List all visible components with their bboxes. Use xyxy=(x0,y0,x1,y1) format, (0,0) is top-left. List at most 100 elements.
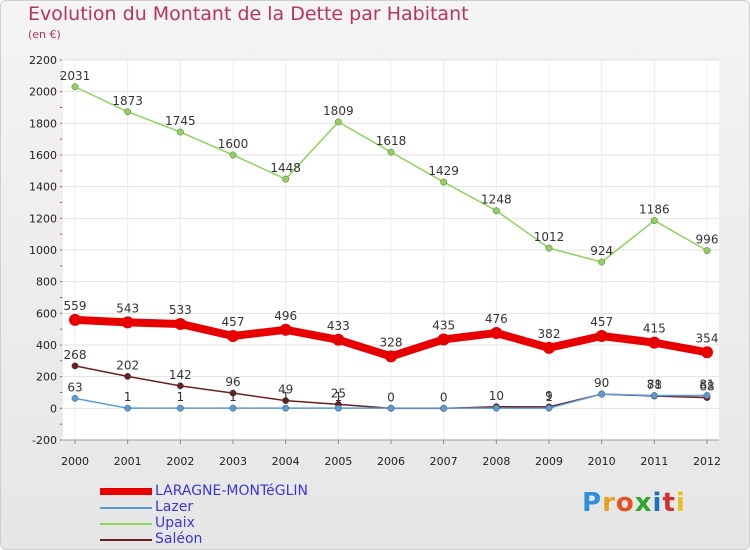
data-label: 1618 xyxy=(376,134,407,148)
data-label: 96 xyxy=(225,375,240,389)
data-point xyxy=(437,333,450,346)
data-label: 476 xyxy=(485,312,508,326)
y-tick-label: -200 xyxy=(32,434,57,447)
data-point xyxy=(650,217,658,224)
data-point xyxy=(543,341,555,354)
x-tick-label: 2006 xyxy=(377,455,405,468)
data-point xyxy=(229,404,237,412)
data-point xyxy=(701,346,713,359)
logo-letter: i xyxy=(652,488,663,518)
data-point xyxy=(703,247,711,255)
data-point xyxy=(440,404,448,412)
data-label: 1 xyxy=(177,390,185,404)
data-point xyxy=(124,372,132,380)
data-label: 142 xyxy=(169,368,192,382)
data-label: 1012 xyxy=(534,230,565,244)
data-label: 457 xyxy=(590,315,613,329)
data-label: 1745 xyxy=(165,114,196,128)
logo-letter: P xyxy=(582,488,603,518)
data-label: 457 xyxy=(222,315,245,329)
x-tick-label: 2003 xyxy=(219,455,247,468)
data-point xyxy=(71,394,79,402)
data-point xyxy=(703,392,711,399)
data-point xyxy=(598,390,606,398)
data-point xyxy=(598,258,606,266)
data-point xyxy=(387,148,395,156)
data-label: 1809 xyxy=(323,104,354,118)
legend-swatch xyxy=(100,523,152,525)
data-point xyxy=(492,404,500,412)
x-tick-label: 2000 xyxy=(61,455,89,468)
data-label: 25 xyxy=(331,386,346,400)
y-tick-label: 400 xyxy=(36,339,57,352)
data-point xyxy=(227,329,239,342)
data-point xyxy=(279,323,292,336)
data-label: 68 xyxy=(699,380,714,394)
data-point xyxy=(387,404,395,412)
data-label: 1 xyxy=(124,390,132,404)
data-label: 1 xyxy=(545,390,553,404)
data-point xyxy=(282,175,290,183)
x-tick-label: 2008 xyxy=(482,455,510,468)
data-label: 1 xyxy=(229,390,237,404)
data-label: 496 xyxy=(274,309,297,323)
data-label: 1 xyxy=(335,390,343,404)
legend-swatch xyxy=(100,488,152,495)
data-point xyxy=(124,404,132,412)
data-point xyxy=(334,404,342,412)
data-label: 1 xyxy=(282,390,290,404)
data-point xyxy=(490,326,503,339)
data-label: 533 xyxy=(169,303,192,317)
data-point xyxy=(385,350,397,363)
data-label: 49 xyxy=(278,383,293,397)
data-label: 9 xyxy=(545,389,553,403)
data-label: 78 xyxy=(647,378,662,392)
data-point xyxy=(229,389,237,397)
chart-subtitle: (en €) xyxy=(28,28,61,41)
data-point xyxy=(545,244,553,252)
x-tick-label: 2002 xyxy=(166,455,194,468)
data-point xyxy=(440,178,448,186)
y-tick-label: 1800 xyxy=(29,117,57,130)
data-point xyxy=(334,118,342,126)
legend-label: Upaix xyxy=(155,515,195,531)
data-label: 268 xyxy=(64,348,87,362)
data-label: 90 xyxy=(594,376,609,390)
y-tick-label: 1600 xyxy=(29,149,57,162)
data-point xyxy=(229,151,237,159)
data-label: 1248 xyxy=(481,193,512,207)
data-label: 1186 xyxy=(639,203,670,217)
y-tick-label: 1200 xyxy=(29,212,57,225)
y-tick-label: 2000 xyxy=(29,86,57,99)
y-tick-label: 1400 xyxy=(29,181,57,194)
data-label: 382 xyxy=(538,327,561,341)
data-label: 559 xyxy=(64,299,87,313)
legend-swatch xyxy=(100,539,152,541)
data-label: 1448 xyxy=(270,161,301,175)
data-point xyxy=(174,317,187,330)
data-label: 63 xyxy=(67,380,82,394)
legend-swatch xyxy=(100,507,152,509)
y-tick-label: 200 xyxy=(36,371,57,384)
y-tick-label: 800 xyxy=(36,276,57,289)
data-label: 2031 xyxy=(60,69,91,83)
x-tick-label: 2007 xyxy=(430,455,458,468)
data-point xyxy=(282,397,290,404)
y-tick-label: 1000 xyxy=(29,244,57,257)
data-point xyxy=(71,362,79,370)
legend-label: Saléon xyxy=(155,531,203,547)
data-label: 354 xyxy=(696,331,719,345)
logo-letter: o xyxy=(615,488,635,518)
data-label: 435 xyxy=(432,318,455,332)
data-label: 81 xyxy=(647,378,662,392)
data-label: 0 xyxy=(387,390,395,404)
data-point xyxy=(650,392,658,399)
data-label: 0 xyxy=(440,390,448,404)
data-label: 10 xyxy=(489,389,504,403)
x-tick-label: 2011 xyxy=(640,455,668,468)
y-tick-label: 600 xyxy=(36,307,57,320)
proxiti-logo: Proxiti xyxy=(582,488,686,518)
data-point xyxy=(69,313,81,326)
legend-label: Lazer xyxy=(155,499,194,515)
